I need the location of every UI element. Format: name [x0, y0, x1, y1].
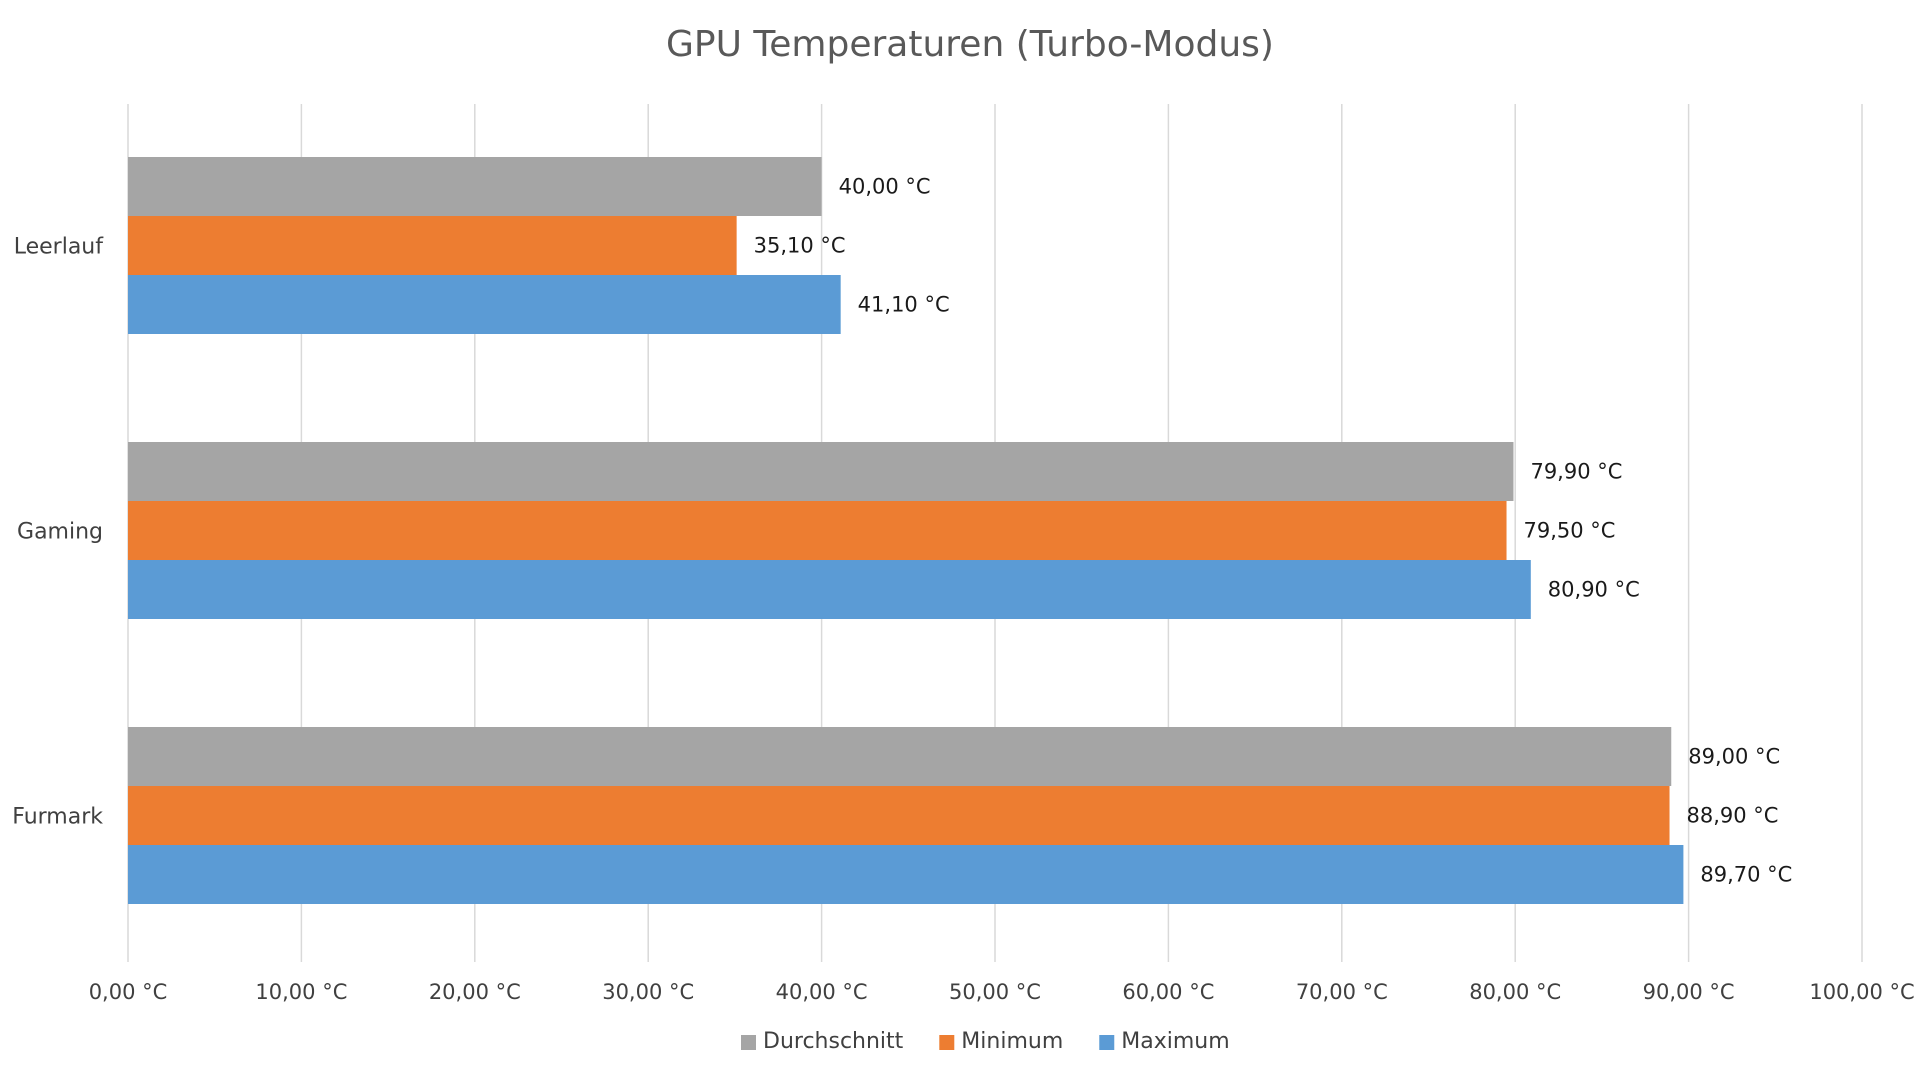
- bar-minimum-gaming: [128, 501, 1507, 560]
- bar-maximum-leerlauf: [128, 275, 841, 334]
- chart-title: GPU Temperaturen (Turbo-Modus): [666, 24, 1274, 65]
- x-tick-label: 50,00 °C: [949, 980, 1041, 1004]
- category-labels: Leerlauf Gaming Furmark: [12, 235, 104, 830]
- category-label: Furmark: [12, 805, 103, 830]
- data-label: 41,10 °C: [858, 293, 950, 317]
- data-label: 40,00 °C: [839, 175, 931, 199]
- legend-swatch: [1099, 1035, 1115, 1050]
- data-label: 80,90 °C: [1548, 578, 1640, 602]
- bar-minimum-furmark: [128, 786, 1670, 845]
- x-tick-label: 20,00 °C: [429, 980, 521, 1004]
- x-tick-label: 10,00 °C: [255, 980, 347, 1004]
- x-tick-label: 0,00 °C: [89, 980, 168, 1004]
- data-label: 88,90 °C: [1687, 804, 1779, 828]
- bar-maximum-gaming: [128, 560, 1531, 619]
- bar-durchschnitt-gaming: [128, 442, 1514, 501]
- x-tick-label: 70,00 °C: [1296, 980, 1388, 1004]
- legend: Durchschnitt Minimum Maximum: [741, 1029, 1230, 1054]
- category-label: Leerlauf: [14, 235, 105, 260]
- bar-maximum-furmark: [128, 845, 1684, 904]
- x-tick-label: 80,00 °C: [1469, 980, 1561, 1004]
- data-label: 89,00 °C: [1688, 745, 1780, 769]
- legend-swatch: [741, 1035, 756, 1050]
- x-tick-label: 100,00 °C: [1809, 980, 1914, 1004]
- x-tick-label: 30,00 °C: [602, 980, 694, 1004]
- category-label: Gaming: [17, 520, 103, 545]
- x-tick-label: 90,00 °C: [1643, 980, 1735, 1004]
- bars: [128, 157, 1684, 904]
- data-label: 79,90 °C: [1530, 460, 1622, 484]
- bar-durchschnitt-leerlauf: [128, 157, 822, 216]
- data-label: 89,70 °C: [1700, 863, 1792, 887]
- data-labels: 40,00 °C 35,10 °C 41,10 °C 79,90 °C 79,50 °C…: [754, 175, 1793, 887]
- legend-item: Maximum: [1121, 1029, 1229, 1054]
- legend-item: Minimum: [961, 1029, 1063, 1054]
- x-tick-label: 40,00 °C: [776, 980, 868, 1004]
- bar-durchschnitt-furmark: [128, 727, 1672, 786]
- legend-item: Durchschnitt: [763, 1029, 904, 1054]
- data-label: 79,50 °C: [1524, 519, 1616, 543]
- bar-minimum-leerlauf: [128, 216, 737, 275]
- legend-swatch: [939, 1035, 955, 1050]
- data-label: 35,10 °C: [754, 234, 846, 258]
- x-tick-label: 60,00 °C: [1122, 980, 1214, 1004]
- x-axis-ticks: 0,00 °C 10,00 °C 20,00 °C 30,00 °C 40,00 °C 5…: [89, 980, 1915, 1004]
